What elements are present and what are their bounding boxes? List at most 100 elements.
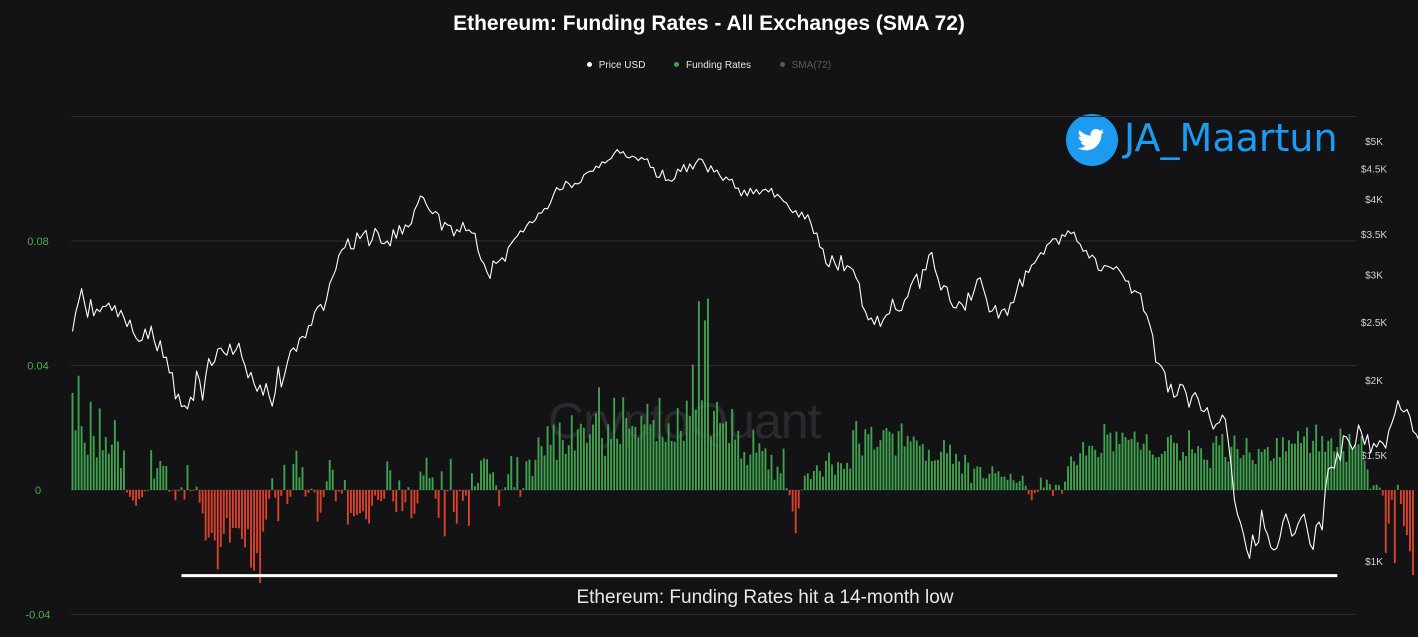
legend-label-funding: Funding Rates: [685, 60, 752, 71]
funding-bar: [667, 423, 670, 490]
funding-bar: [1245, 438, 1248, 490]
funding-bar: [770, 454, 773, 490]
funding-bar: [1182, 452, 1184, 490]
left-tick-label: 0.08: [27, 236, 48, 248]
funding-bar: [825, 460, 827, 490]
legend-item-funding[interactable]: Funding Rates: [674, 60, 751, 71]
funding-bar: [616, 438, 619, 490]
funding-bar: [788, 490, 791, 496]
funding-bar: [985, 478, 988, 490]
funding-bar: [1402, 490, 1405, 527]
funding-bar: [1384, 490, 1387, 553]
funding-bar: [1405, 490, 1408, 536]
funding-bar: [713, 410, 715, 490]
funding-bar: [519, 490, 522, 497]
funding-bar: [710, 436, 712, 490]
funding-bar: [552, 424, 555, 490]
funding-bar: [1121, 432, 1124, 490]
funding-bar: [1070, 456, 1072, 490]
funding-bar: [918, 445, 921, 490]
funding-bar: [991, 466, 994, 490]
funding-bar: [1360, 435, 1363, 490]
funding-bar: [800, 489, 803, 491]
funding-bar: [80, 426, 83, 490]
funding-bar: [1327, 440, 1330, 490]
funding-bar: [416, 490, 419, 504]
funding-bar: [443, 490, 446, 537]
legend-item-sma[interactable]: SMA(72): [779, 60, 831, 71]
funding-bar: [1103, 424, 1106, 490]
funding-bar: [434, 490, 437, 499]
funding-bar: [601, 438, 603, 490]
funding-bar: [797, 490, 800, 509]
funding-bar: [1133, 431, 1136, 490]
funding-bar: [540, 446, 543, 490]
funding-bar: [183, 490, 186, 500]
funding-bar: [1251, 459, 1254, 490]
funding-bar: [1242, 455, 1245, 490]
funding-bar: [419, 471, 422, 490]
funding-bar: [755, 452, 758, 490]
funding-bar: [138, 490, 141, 500]
funding-bar: [383, 490, 386, 499]
left-tick-label: 0: [35, 485, 41, 497]
funding-bar: [933, 460, 936, 490]
funding-bar: [1218, 445, 1221, 490]
funding-bar: [1306, 427, 1309, 490]
funding-bar: [1369, 488, 1372, 490]
funding-bar: [1067, 466, 1069, 490]
funding-bar: [1127, 439, 1130, 490]
funding-bar: [1357, 444, 1360, 490]
funding-bar: [852, 430, 855, 490]
funding-bar: [1291, 443, 1293, 490]
funding-bar: [480, 460, 482, 490]
funding-bar: [604, 455, 607, 490]
funding-bar: [516, 457, 519, 490]
funding-bar: [1393, 490, 1396, 564]
funding-bar: [746, 465, 749, 490]
funding-bar: [89, 401, 92, 490]
funding-bar: [225, 490, 228, 519]
funding-bar: [1257, 448, 1260, 490]
funding-bar: [1348, 433, 1351, 490]
funding-bar: [979, 466, 982, 490]
funding-bar: [731, 409, 734, 490]
funding-bar: [818, 471, 821, 490]
funding-bar: [180, 487, 183, 490]
funding-bar: [1091, 445, 1094, 490]
funding-bar: [1263, 449, 1266, 490]
funding-bar: [988, 473, 991, 490]
legend-item-price[interactable]: Price USD: [586, 60, 645, 71]
funding-bar: [673, 441, 676, 490]
funding-bar: [876, 446, 879, 490]
funding-bar: [204, 490, 207, 541]
funding-bar: [331, 469, 334, 490]
funding-bar: [1185, 456, 1187, 490]
funding-bar: [126, 490, 128, 493]
funding-bar: [129, 490, 131, 497]
funding-bar: [271, 478, 274, 490]
funding-bar: [340, 490, 343, 494]
funding-bar: [622, 397, 625, 490]
funding-bar: [661, 437, 664, 490]
funding-bar: [253, 490, 256, 571]
funding-bar: [688, 415, 691, 490]
funding-bar: [1188, 430, 1191, 490]
funding-bar: [1054, 484, 1057, 490]
legend-dot-price: [586, 61, 592, 67]
funding-bar: [1079, 453, 1082, 490]
funding-bar: [467, 490, 470, 526]
funding-bar: [162, 465, 165, 490]
funding-bar: [498, 490, 501, 507]
funding-bar: [310, 488, 313, 490]
funding-bar: [1061, 490, 1063, 494]
funding-bar: [1287, 440, 1290, 490]
funding-bar: [649, 424, 652, 490]
funding-bar: [528, 459, 531, 490]
funding-bar: [1179, 460, 1181, 490]
funding-bar: [646, 403, 649, 490]
right-tick-label: $2K: [1365, 376, 1383, 387]
funding-bar: [316, 490, 319, 522]
funding-bar: [247, 490, 249, 530]
